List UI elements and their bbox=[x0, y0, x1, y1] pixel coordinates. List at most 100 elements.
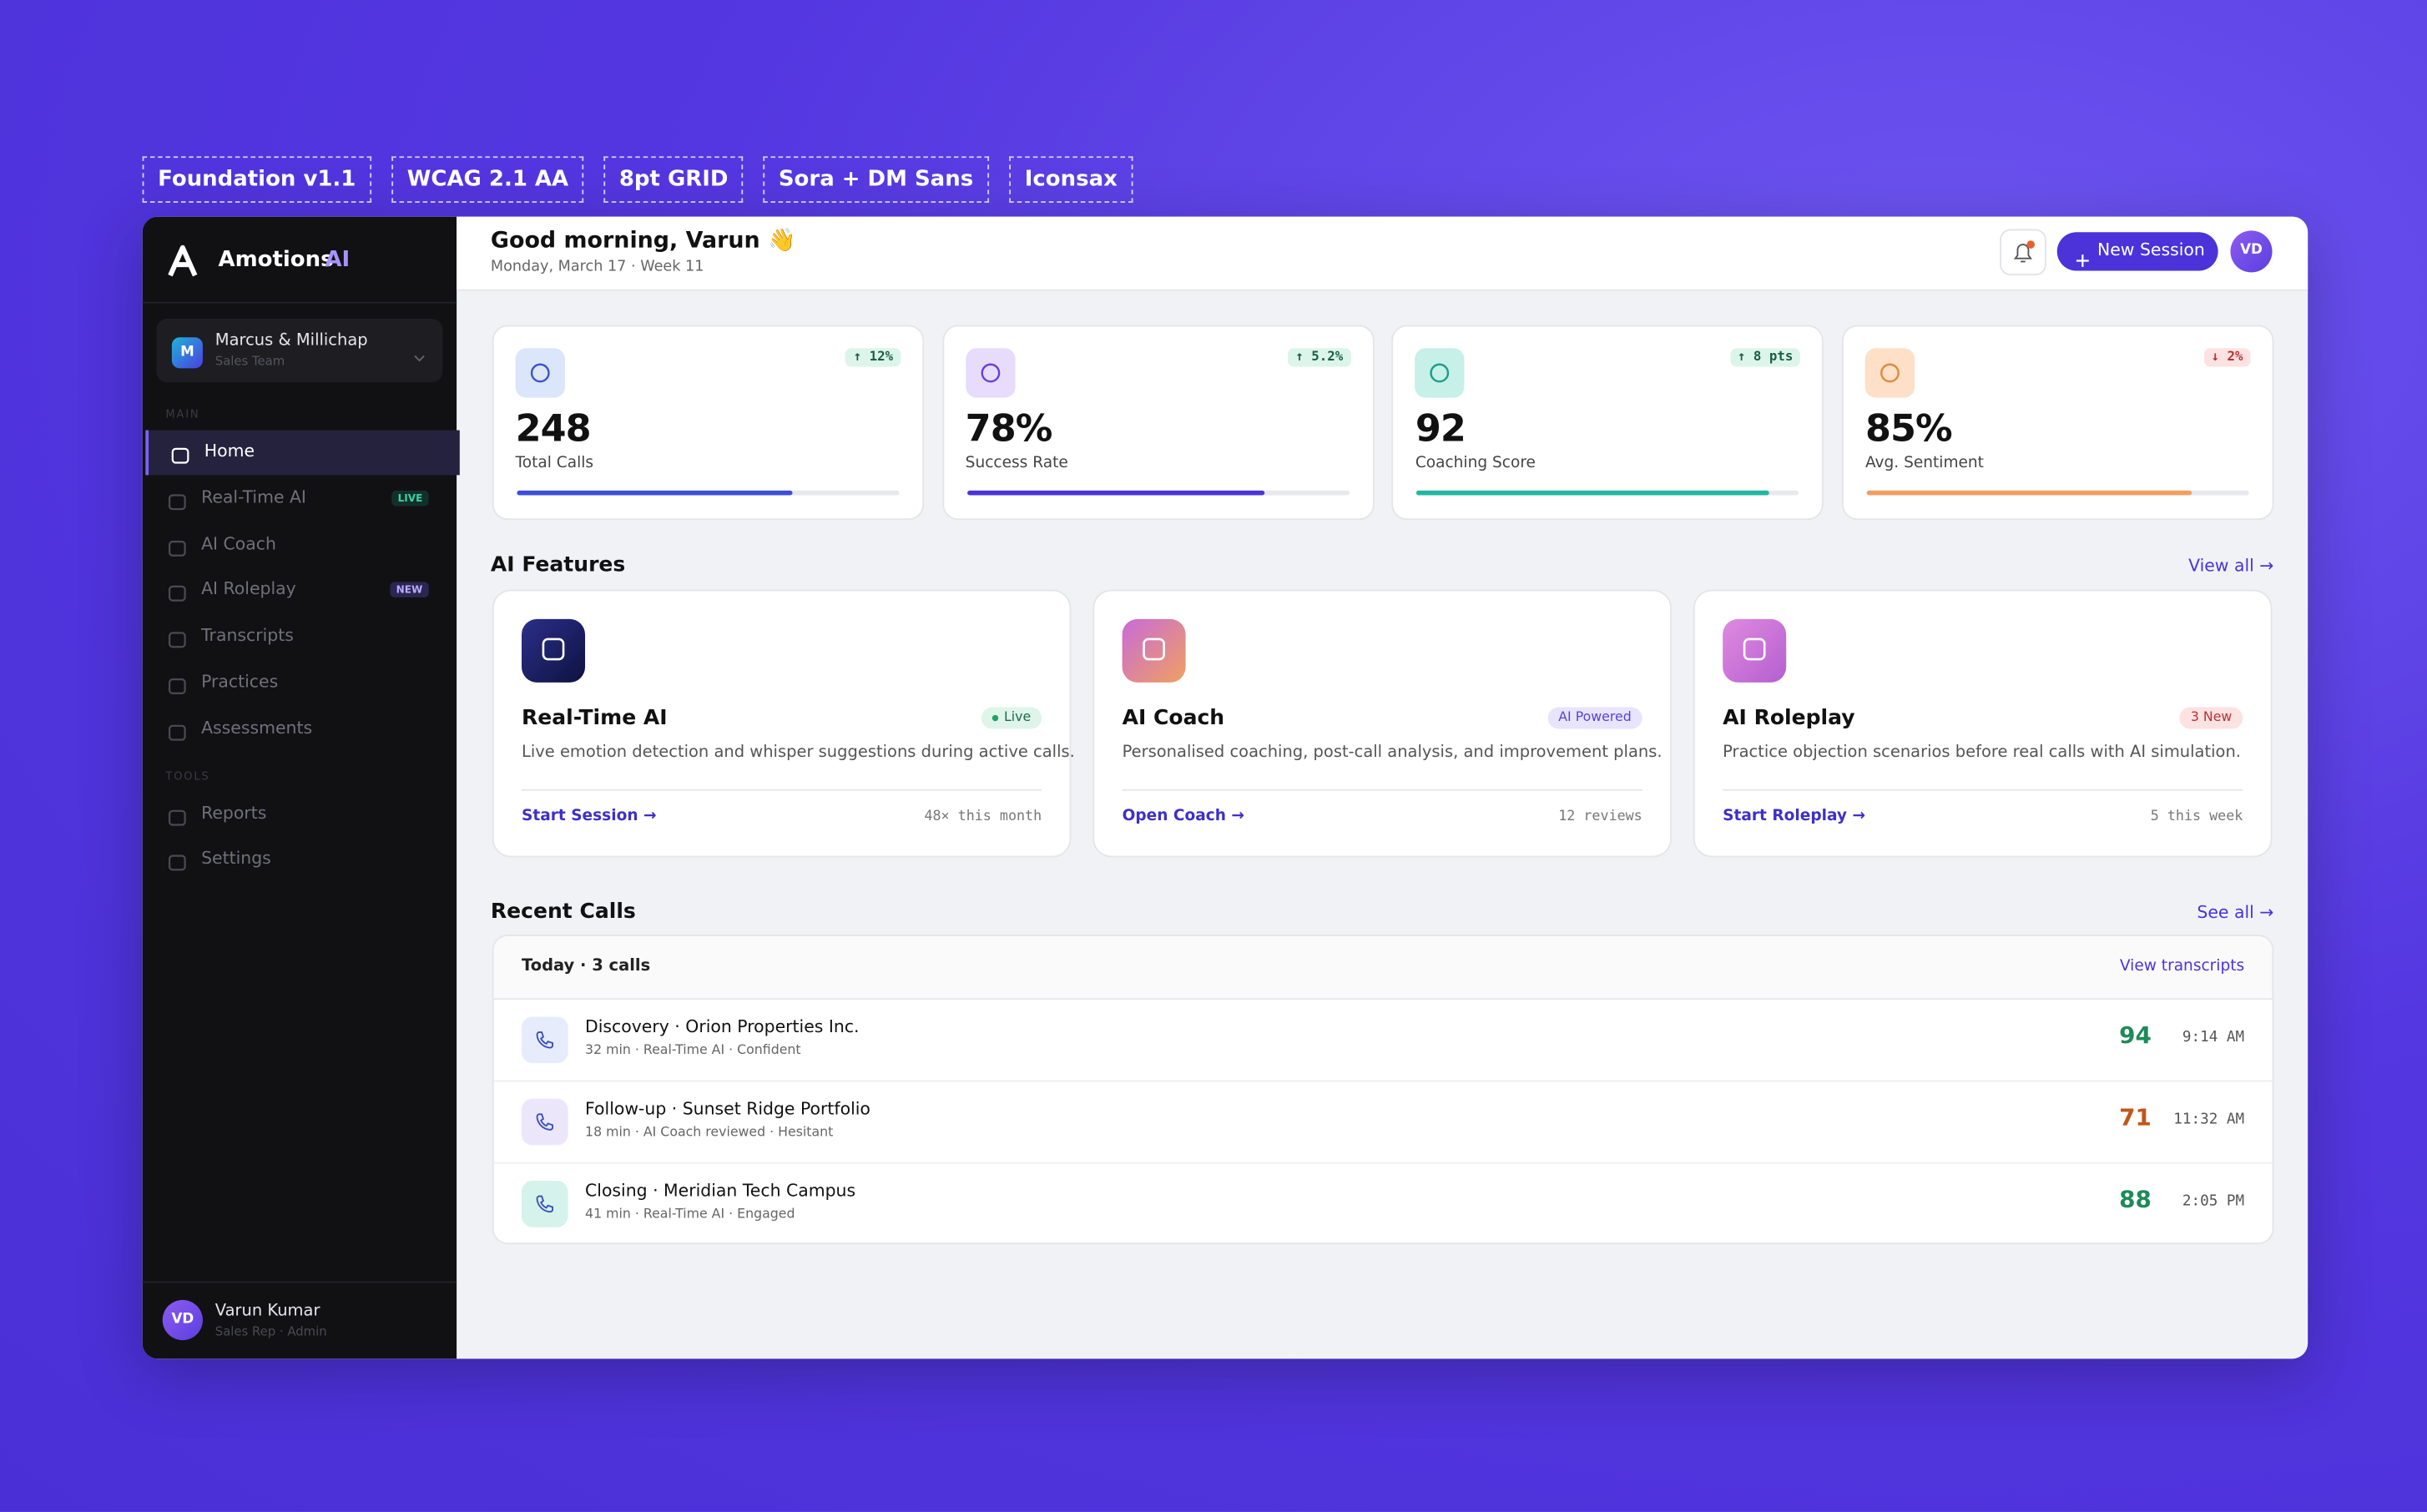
feature-title: Real-Time AI bbox=[521, 705, 668, 731]
sidebar: Amotions AI M Marcus & Millichap Sales Team M… bbox=[142, 216, 460, 1359]
workspace-name: Marcus & Millichap bbox=[214, 330, 368, 350]
call-meta: 41 min · Real-Time AI · Engaged bbox=[585, 1207, 795, 1223]
call-title: Follow-up · Sunset Ridge Portfolio bbox=[585, 1098, 870, 1119]
nav-icon bbox=[167, 535, 187, 557]
nav-icon bbox=[167, 489, 187, 510]
stat-value: 92 bbox=[1415, 406, 1466, 451]
nav-icon bbox=[167, 581, 187, 602]
spec-tag: 8pt GRID bbox=[603, 156, 744, 203]
stat-change: ↑ 12% bbox=[845, 348, 901, 367]
nav-item[interactable]: Real-Time AI LIVE bbox=[145, 476, 457, 522]
spec-tag: Sora + DM Sans bbox=[763, 156, 989, 203]
progress-fill bbox=[1866, 490, 2192, 496]
nav-item[interactable]: AI Coach bbox=[145, 522, 457, 567]
call-score: 88 bbox=[2119, 1185, 2152, 1214]
app-window: Amotions AI M Marcus & Millichap Sales Team M… bbox=[142, 216, 2308, 1359]
progress-track bbox=[966, 490, 1350, 496]
nav-item[interactable]: Home bbox=[145, 430, 460, 476]
stat-label: Avg. Sentiment bbox=[1864, 455, 1984, 472]
nav-icon bbox=[167, 850, 187, 872]
progress-track bbox=[517, 490, 900, 496]
feature-description: Personalised coaching, post-call analysi… bbox=[1122, 743, 1663, 762]
progress-track bbox=[1416, 490, 1799, 496]
stat-value: 248 bbox=[515, 406, 592, 451]
stat-value: 78% bbox=[965, 406, 1053, 451]
calls-table: Today · 3 calls View transcripts Discovery… bbox=[492, 935, 2274, 1245]
stat-change: ↑ 5.2% bbox=[1287, 348, 1351, 367]
header-avatar[interactable]: VD bbox=[2230, 230, 2273, 273]
feature-title: AI Coach bbox=[1122, 705, 1225, 731]
feature-action[interactable]: Start Roleplay → bbox=[1723, 808, 1865, 825]
stat-card: ↑ 5.2% 78% Success Rate bbox=[941, 325, 1375, 521]
nav-item[interactable]: Reports bbox=[145, 792, 457, 837]
spec-tag: WCAG 2.1 AA bbox=[391, 156, 584, 203]
nav-icon bbox=[167, 673, 187, 694]
feature-icon bbox=[521, 618, 586, 683]
section-title: Recent Calls bbox=[490, 899, 636, 925]
nav-item[interactable]: Practices bbox=[145, 661, 457, 706]
nav-icon bbox=[167, 627, 187, 648]
progress-track bbox=[1866, 490, 2249, 496]
feature-action[interactable]: Open Coach → bbox=[1122, 808, 1244, 825]
workspace-switcher[interactable]: M Marcus & Millichap Sales Team bbox=[156, 319, 443, 383]
nav-item[interactable]: AI Roleplay NEW bbox=[145, 568, 457, 613]
feature-card: AI Roleplay 3 New Practice objection scena… bbox=[1693, 589, 2273, 858]
spec-tag: Foundation v1.1 bbox=[142, 156, 371, 203]
stat-change: ↑ 8 pts bbox=[1729, 348, 1801, 367]
user-role: Sales Rep · Admin bbox=[214, 1324, 327, 1339]
nav-icon bbox=[167, 719, 187, 741]
feature-meta: 5 this week bbox=[2150, 809, 2243, 825]
stat-card: ↓ 2% 85% Avg. Sentiment bbox=[1842, 325, 2274, 521]
call-time: 9:14 AM bbox=[2182, 1029, 2245, 1046]
section-title: AI Features bbox=[490, 552, 626, 577]
nav-item[interactable]: Settings bbox=[145, 838, 457, 883]
feature-meta: 12 reviews bbox=[1558, 809, 1642, 825]
notification-button[interactable] bbox=[2000, 229, 2046, 276]
feature-description: Practice objection scenarios before real… bbox=[1723, 743, 2241, 762]
table-header: Today · 3 calls bbox=[521, 956, 651, 975]
logo bbox=[164, 243, 202, 280]
nav-item[interactable]: Assessments bbox=[145, 707, 457, 752]
call-row[interactable]: Discovery · Orion Properties Inc. 32 min … bbox=[493, 1000, 2273, 1082]
call-time: 11:32 AM bbox=[2173, 1111, 2245, 1128]
user-avatar: VD bbox=[162, 1299, 203, 1341]
progress-fill bbox=[517, 490, 793, 496]
new-session-button[interactable]: New Session bbox=[2056, 232, 2218, 271]
section-title: TOOLS bbox=[165, 769, 210, 783]
nav-label: Practices bbox=[201, 671, 279, 693]
divider bbox=[142, 301, 457, 304]
divider bbox=[521, 789, 1042, 791]
feature-badge: 3 New bbox=[2179, 707, 2243, 729]
call-row[interactable]: Follow-up · Sunset Ridge Portfolio 18 min… bbox=[493, 1081, 2273, 1164]
nav-label: Settings bbox=[201, 849, 271, 869]
feature-icon bbox=[1723, 618, 1787, 683]
date: Monday, March 17 · Week 11 bbox=[490, 258, 704, 276]
stat-card: ↑ 8 pts 92 Coaching Score bbox=[1392, 325, 1824, 521]
call-title: Discovery · Orion Properties Inc. bbox=[585, 1016, 860, 1037]
stat-card: ↑ 12% 248 Total Calls bbox=[492, 325, 925, 521]
stat-label: Total Calls bbox=[515, 455, 594, 472]
nav-label: Home bbox=[204, 441, 255, 461]
header: Good morning, Varun 👋 Monday, March 17 · … bbox=[457, 216, 2308, 291]
nav-item[interactable]: Transcripts bbox=[145, 615, 457, 660]
workspace-team: Sales Team bbox=[214, 354, 285, 369]
progress-fill bbox=[1416, 490, 1769, 496]
feature-card: Real-Time AI Live Live emotion detection a… bbox=[492, 589, 1075, 858]
nav-label: Real-Time AI bbox=[201, 486, 306, 507]
view-all-link[interactable]: View all → bbox=[2188, 555, 2274, 576]
divider bbox=[1723, 789, 2243, 791]
call-score: 94 bbox=[2119, 1021, 2152, 1050]
button-label: New Session bbox=[2097, 239, 2205, 260]
view-transcripts-link[interactable]: View transcripts bbox=[2119, 957, 2245, 975]
workspace-initial: M bbox=[171, 337, 203, 369]
nav-icon bbox=[170, 442, 190, 464]
stat-icon bbox=[965, 348, 1016, 398]
spec-tag: Iconsax bbox=[1009, 156, 1133, 203]
stat-label: Success Rate bbox=[965, 455, 1068, 472]
feature-icon bbox=[1122, 618, 1186, 683]
brand-accent: AI bbox=[325, 247, 351, 273]
divider bbox=[1122, 789, 1642, 791]
see-all-link[interactable]: See all → bbox=[2197, 902, 2274, 923]
feature-action[interactable]: Start Session → bbox=[521, 808, 657, 825]
call-row[interactable]: Closing · Meridian Tech Campus 41 min · R… bbox=[494, 1164, 2273, 1243]
